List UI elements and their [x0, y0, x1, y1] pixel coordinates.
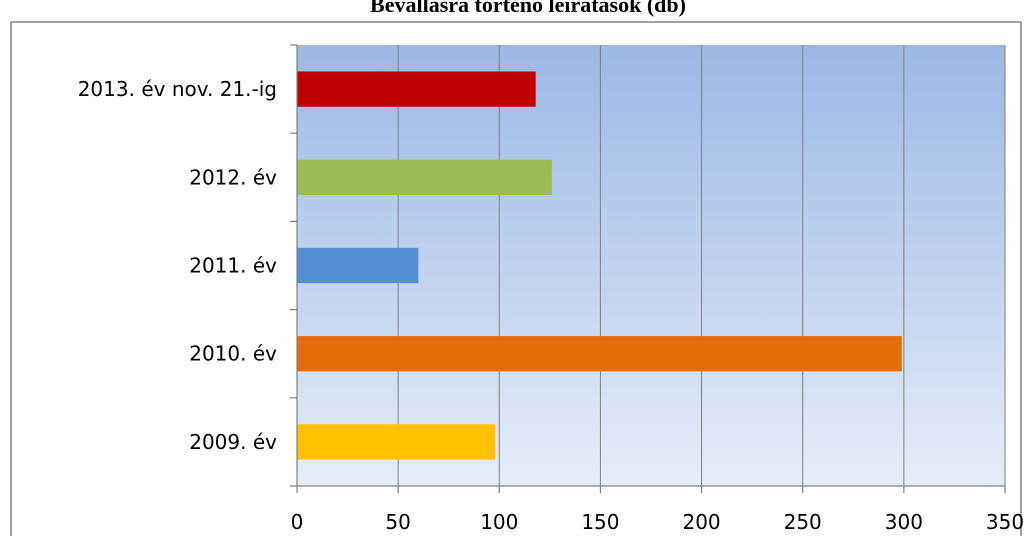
category-label: 2012. év [189, 165, 277, 189]
x-tick-label: 300 [885, 510, 923, 534]
category-label: 2013. év nov. 21.-ig [78, 77, 277, 101]
x-tick-label: 100 [480, 510, 518, 534]
bar [297, 160, 552, 195]
category-label: 2010. év [189, 342, 277, 366]
x-tick-label: 350 [986, 510, 1024, 534]
bar [297, 248, 418, 283]
bar [297, 71, 536, 106]
x-tick-label: 150 [581, 510, 619, 534]
x-tick-label: 0 [291, 510, 304, 534]
x-tick-label: 200 [682, 510, 720, 534]
x-tick-label: 250 [784, 510, 822, 534]
bar [297, 424, 495, 459]
bar [297, 336, 902, 371]
category-label: 2011. év [189, 254, 277, 278]
chart-title: Bevallásra történő leiratások (db) [370, 0, 686, 17]
x-tick-label: 50 [385, 510, 410, 534]
category-label: 2009. év [189, 430, 277, 454]
